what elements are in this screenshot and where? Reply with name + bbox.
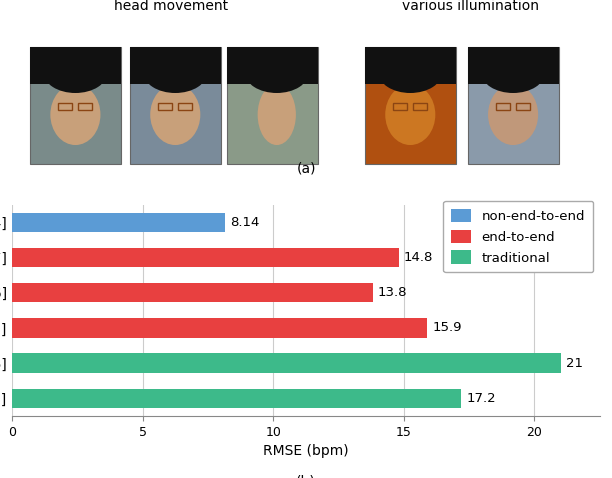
Bar xyxy=(365,47,456,84)
Text: 15.9: 15.9 xyxy=(433,321,462,335)
Ellipse shape xyxy=(143,52,207,93)
Bar xyxy=(12,283,373,303)
Bar xyxy=(78,103,92,110)
Text: head movement: head movement xyxy=(114,0,228,13)
Ellipse shape xyxy=(245,52,308,93)
Bar xyxy=(365,47,456,164)
Legend: non-end-to-end, end-to-end, traditional: non-end-to-end, end-to-end, traditional xyxy=(444,201,593,272)
Bar xyxy=(158,103,172,110)
Bar xyxy=(30,47,121,84)
Ellipse shape xyxy=(481,52,545,93)
Text: (b): (b) xyxy=(296,475,316,478)
Bar xyxy=(12,318,427,337)
Bar xyxy=(515,103,529,110)
Bar xyxy=(130,47,221,164)
Bar xyxy=(496,103,510,110)
Ellipse shape xyxy=(258,84,296,145)
Ellipse shape xyxy=(50,84,100,145)
Bar xyxy=(412,103,427,110)
Ellipse shape xyxy=(378,52,442,93)
Bar xyxy=(226,47,318,164)
Text: 14.8: 14.8 xyxy=(404,251,433,264)
Text: 8.14: 8.14 xyxy=(230,216,259,229)
Bar xyxy=(58,103,72,110)
Bar xyxy=(12,389,461,408)
Bar xyxy=(393,103,407,110)
Bar xyxy=(12,353,561,373)
Ellipse shape xyxy=(385,84,435,145)
Bar xyxy=(12,248,398,267)
Ellipse shape xyxy=(488,84,538,145)
Bar xyxy=(468,47,559,164)
Text: (a): (a) xyxy=(296,161,316,175)
Bar xyxy=(130,47,221,84)
Bar xyxy=(30,47,121,164)
Bar xyxy=(468,47,559,84)
Bar xyxy=(226,47,318,84)
Bar xyxy=(177,103,192,110)
Text: 13.8: 13.8 xyxy=(378,286,408,299)
Ellipse shape xyxy=(150,84,200,145)
Ellipse shape xyxy=(43,52,107,93)
Bar xyxy=(12,213,225,232)
Text: 17.2: 17.2 xyxy=(466,392,496,405)
Text: 21: 21 xyxy=(566,357,583,369)
Text: various illumination: various illumination xyxy=(402,0,539,13)
X-axis label: RMSE (bpm): RMSE (bpm) xyxy=(263,444,349,458)
